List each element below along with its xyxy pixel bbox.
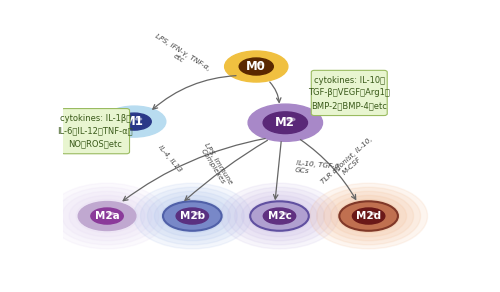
Ellipse shape <box>224 51 288 82</box>
Ellipse shape <box>83 204 124 226</box>
Ellipse shape <box>370 213 376 215</box>
Ellipse shape <box>284 115 302 121</box>
Ellipse shape <box>258 63 264 65</box>
Text: M2: M2 <box>276 116 295 129</box>
Ellipse shape <box>134 183 251 249</box>
Ellipse shape <box>330 195 406 237</box>
Ellipse shape <box>192 210 205 214</box>
Ellipse shape <box>316 187 420 245</box>
Ellipse shape <box>117 113 151 130</box>
Ellipse shape <box>91 208 124 224</box>
Ellipse shape <box>248 104 322 141</box>
Ellipse shape <box>140 187 244 245</box>
Ellipse shape <box>194 213 200 215</box>
Text: M0: M0 <box>246 60 266 73</box>
Ellipse shape <box>344 204 386 226</box>
Text: IL-4, IL13: IL-4, IL13 <box>158 144 183 173</box>
Ellipse shape <box>264 208 296 224</box>
Ellipse shape <box>248 199 310 233</box>
Text: LPS, Immune
Complexes: LPS, Immune Complexes <box>198 141 234 189</box>
Ellipse shape <box>242 195 318 237</box>
Ellipse shape <box>154 195 230 237</box>
Ellipse shape <box>108 108 152 132</box>
Ellipse shape <box>352 208 385 224</box>
Ellipse shape <box>324 191 414 241</box>
Ellipse shape <box>136 118 141 120</box>
Text: M2a: M2a <box>94 211 120 221</box>
Ellipse shape <box>69 195 145 237</box>
Text: M2b: M2b <box>180 211 205 221</box>
Ellipse shape <box>106 210 120 214</box>
Ellipse shape <box>239 58 274 75</box>
Ellipse shape <box>78 201 136 230</box>
Ellipse shape <box>220 183 338 249</box>
Ellipse shape <box>164 201 221 230</box>
Text: cytokines: IL-10、
TGF-β、VEGF、Arg1、
BMP-2、BMP-4、etc: cytokines: IL-10、 TGF-β、VEGF、Arg1、 BMP-2… <box>308 76 390 110</box>
Ellipse shape <box>230 53 274 77</box>
Ellipse shape <box>102 106 166 137</box>
Ellipse shape <box>108 213 114 215</box>
Ellipse shape <box>256 204 296 226</box>
Text: cytokines: IL-1β、
IL-6、IL-12、TNF-α、
NO、ROS、etc: cytokines: IL-1β、 IL-6、IL-12、TNF-α、 NO、R… <box>58 114 133 148</box>
Ellipse shape <box>338 199 400 233</box>
Ellipse shape <box>280 213 286 215</box>
Ellipse shape <box>228 187 332 245</box>
Ellipse shape <box>234 191 324 241</box>
Ellipse shape <box>250 201 308 230</box>
Ellipse shape <box>263 112 308 133</box>
Ellipse shape <box>310 183 428 249</box>
Ellipse shape <box>256 60 270 65</box>
Ellipse shape <box>76 199 138 233</box>
Ellipse shape <box>287 118 295 121</box>
Ellipse shape <box>134 115 148 120</box>
Ellipse shape <box>162 199 224 233</box>
Text: TLR agonist, IL-10,
M-CSF: TLR agonist, IL-10, M-CSF <box>320 135 378 190</box>
Ellipse shape <box>55 187 159 245</box>
Text: IL-10, TGF-β,
GCs: IL-10, TGF-β, GCs <box>295 160 341 177</box>
FancyBboxPatch shape <box>312 70 387 116</box>
Ellipse shape <box>48 183 166 249</box>
Ellipse shape <box>254 107 307 136</box>
Text: M1: M1 <box>124 115 144 128</box>
FancyBboxPatch shape <box>62 109 130 154</box>
Ellipse shape <box>340 201 398 230</box>
Ellipse shape <box>148 191 238 241</box>
Ellipse shape <box>279 210 292 214</box>
Ellipse shape <box>168 204 209 226</box>
Ellipse shape <box>368 210 381 214</box>
Ellipse shape <box>62 191 152 241</box>
Text: M2c: M2c <box>268 211 291 221</box>
Text: LPS, IFN-γ, TNF-α,
etc: LPS, IFN-γ, TNF-α, etc <box>150 33 211 78</box>
Ellipse shape <box>176 208 208 224</box>
Text: M2d: M2d <box>356 211 381 221</box>
